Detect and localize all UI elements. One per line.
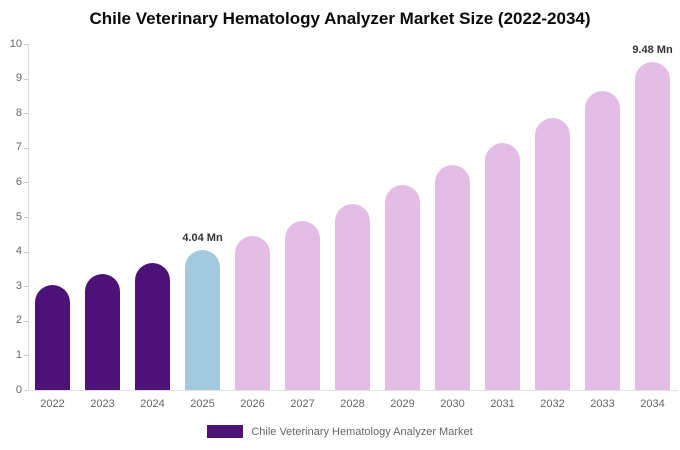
x-axis-label-2029: 2029 (390, 398, 415, 410)
bar-2032[interactable] (535, 118, 570, 390)
x-axis-label-2031: 2031 (490, 398, 515, 410)
bar-2033[interactable] (585, 91, 620, 390)
x-axis-label-2024: 2024 (140, 398, 165, 410)
x-axis-label-2026: 2026 (240, 398, 265, 410)
y-axis-tick-2 (24, 321, 28, 322)
y-axis-line (28, 44, 29, 391)
x-axis-label-2033: 2033 (590, 398, 615, 410)
y-axis-tick-label-10: 10 (9, 37, 22, 50)
y-axis-tick-label-0: 0 (15, 383, 22, 396)
y-axis-tick-1 (24, 355, 28, 356)
bar-2025[interactable] (185, 250, 220, 390)
bar-2028[interactable] (335, 204, 370, 390)
y-axis-tick-label-2: 2 (15, 314, 22, 327)
y-axis-tick-3 (24, 286, 28, 287)
y-axis-tick-label-7: 7 (15, 141, 22, 154)
x-axis-label-2030: 2030 (440, 398, 465, 410)
y-axis-tick-label-3: 3 (15, 279, 22, 292)
x-axis-label-2025: 2025 (190, 398, 215, 410)
x-axis-label-2028: 2028 (340, 398, 365, 410)
legend-label: Chile Veterinary Hematology Analyzer Mar… (251, 425, 473, 438)
x-axis-label-2032: 2032 (540, 398, 565, 410)
y-axis-tick-label-8: 8 (15, 106, 22, 119)
y-axis-tick-7 (24, 148, 28, 149)
bar-2031[interactable] (485, 143, 520, 390)
y-axis-tick-label-9: 9 (15, 72, 22, 85)
x-axis-baseline (28, 390, 678, 391)
bar-2034[interactable] (635, 62, 670, 390)
legend-swatch (207, 425, 244, 438)
x-axis-label-2022: 2022 (40, 398, 65, 410)
bar-value-label-2025: 4.04 Mn (182, 232, 223, 244)
bar-2027[interactable] (285, 221, 320, 390)
bar-2026[interactable] (235, 236, 270, 390)
y-axis-tick-6 (24, 182, 28, 183)
y-axis-tick-4 (24, 252, 28, 253)
y-axis-tick-8 (24, 113, 28, 114)
y-axis-tick-0 (24, 390, 28, 391)
y-axis-tick-5 (24, 217, 28, 218)
y-axis-tick-label-1: 1 (15, 348, 22, 361)
x-axis-label-2023: 2023 (90, 398, 115, 410)
y-axis-tick-label-5: 5 (15, 210, 22, 223)
y-axis-tick-label-6: 6 (15, 175, 22, 188)
bar-2029[interactable] (385, 185, 420, 390)
x-axis-label-2027: 2027 (290, 398, 315, 410)
bar-2024[interactable] (135, 263, 170, 390)
x-axis-label-2034: 2034 (640, 398, 665, 410)
y-axis-tick-10 (24, 44, 28, 45)
legend[interactable]: Chile Veterinary Hematology Analyzer Mar… (0, 425, 680, 438)
y-axis-tick-label-4: 4 (15, 245, 22, 258)
y-axis-tick-9 (24, 79, 28, 80)
chart-title: Chile Veterinary Hematology Analyzer Mar… (89, 9, 591, 28)
bar-2022[interactable] (35, 285, 70, 390)
bar-2030[interactable] (435, 165, 470, 390)
bar-2023[interactable] (85, 274, 120, 390)
bar-value-label-2034: 9.48 Mn (632, 44, 673, 56)
